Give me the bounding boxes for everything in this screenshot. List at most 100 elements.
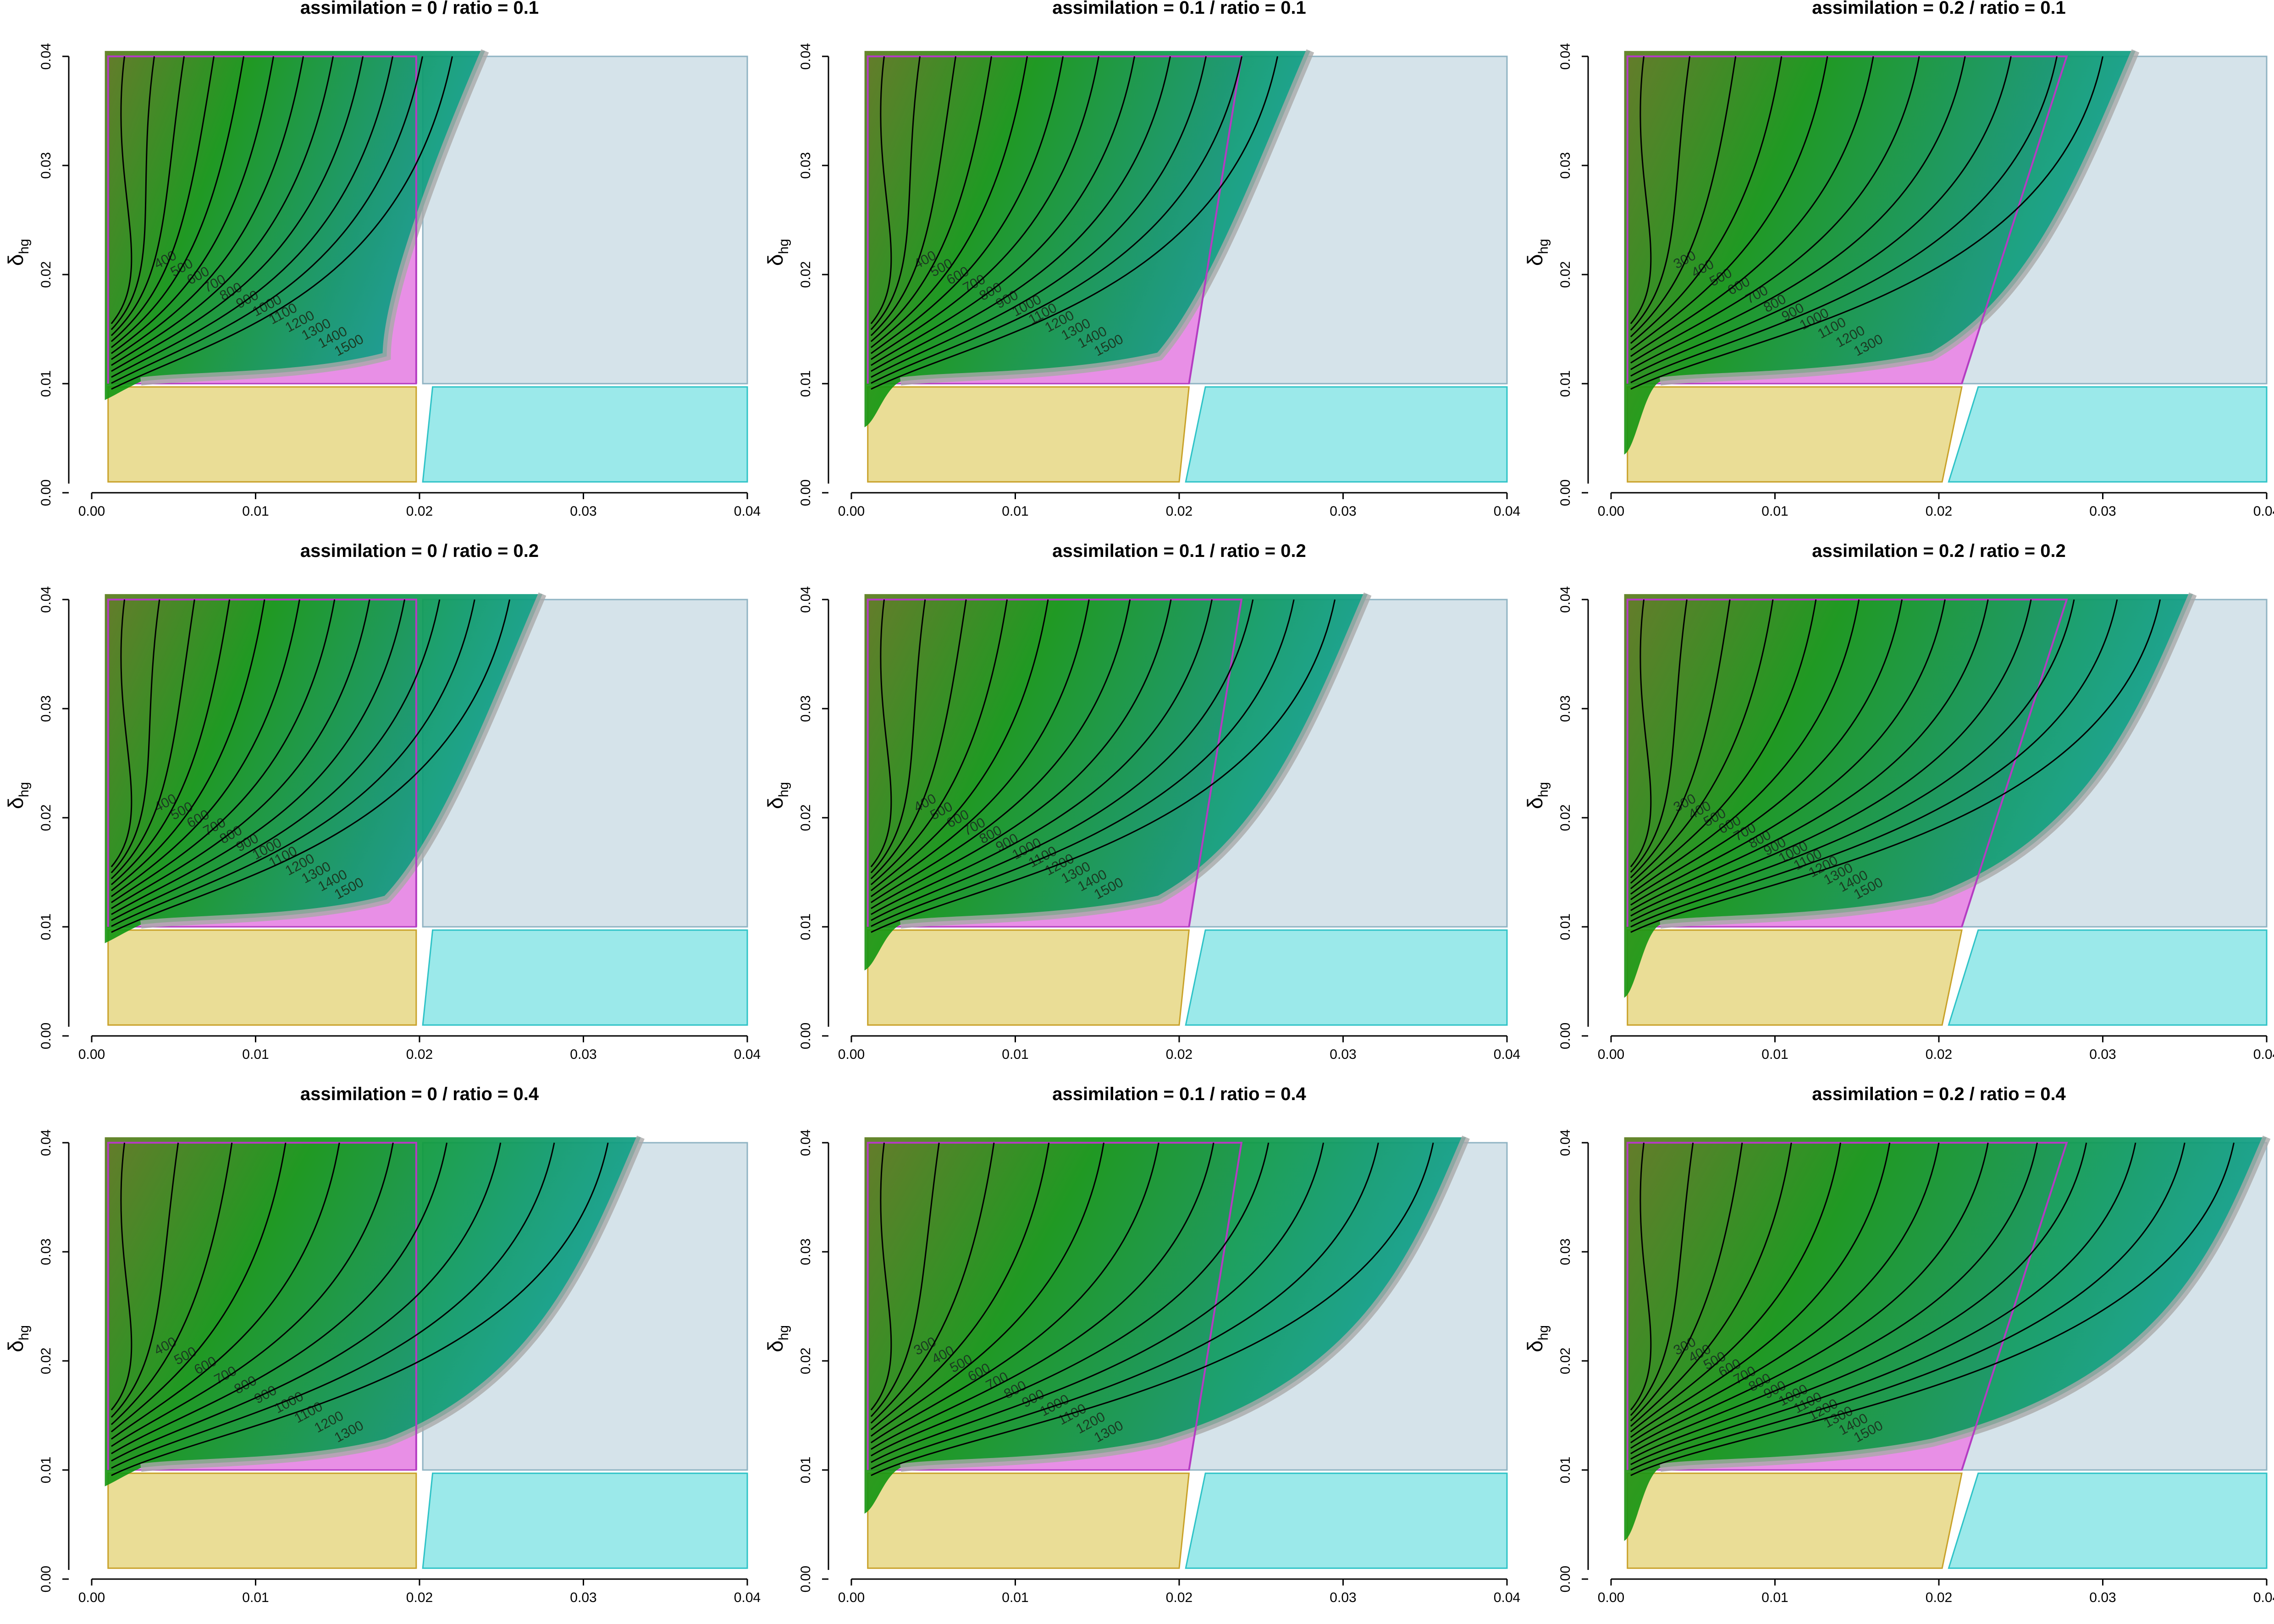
- contour-line: [110, 599, 231, 886]
- x-tick-label: 0.04: [734, 504, 761, 519]
- x-tick-label: 0.03: [570, 1590, 596, 1605]
- y-tick-label: 0.02: [39, 261, 54, 288]
- contour-line: [871, 1142, 1214, 1450]
- frontier-band: [900, 1135, 1470, 1472]
- contour-line: [1630, 56, 1920, 364]
- contour-line: [1630, 599, 1652, 868]
- contour-line: [110, 599, 132, 868]
- y-axis-label: δhg: [1523, 782, 1551, 809]
- contour-line: [870, 56, 921, 330]
- contour-line: [870, 1142, 1050, 1431]
- y-tick-label: 0.00: [798, 1566, 813, 1592]
- x-tick-label: 0.00: [1598, 504, 1624, 519]
- contour-line: [870, 599, 892, 868]
- frontier-band: [1660, 592, 2197, 929]
- y-tick-label: 0.03: [1558, 1239, 1573, 1265]
- contour-line: [111, 56, 364, 372]
- y-axis-label-sub: hg: [776, 782, 791, 797]
- contour-line: [871, 1142, 1379, 1470]
- y-tick-label: 0.03: [1558, 695, 1573, 722]
- panel-title: assimilation = 0.2 / ratio = 0.2: [1812, 541, 2066, 561]
- y-tick-label: 0.03: [39, 152, 54, 179]
- y-tick-label: 0.02: [39, 1348, 54, 1374]
- contour-line: [871, 599, 1172, 909]
- contour-line: [1630, 599, 2075, 922]
- region-gray: [422, 55, 748, 385]
- region-cyan: [1185, 1472, 1508, 1569]
- x-tick-label: 0.01: [242, 1590, 269, 1605]
- contour-line: [1630, 599, 1817, 889]
- x-tick-label: 0.00: [838, 1047, 865, 1062]
- panel-title: assimilation = 0.2 / ratio = 0.1: [1812, 0, 2066, 18]
- contour-line: [871, 599, 1213, 915]
- region-yellow: [1627, 1472, 1963, 1569]
- contour-line: [871, 599, 1131, 903]
- region-yellow: [1627, 929, 1963, 1026]
- contour-line: [1630, 599, 1731, 878]
- y-tick-label: 0.01: [798, 370, 813, 397]
- contour-line: [111, 56, 304, 360]
- contour-line: [110, 599, 160, 874]
- contour-line: [1630, 1142, 1743, 1421]
- contour-line: [871, 1142, 1325, 1463]
- contour-line: [111, 1142, 394, 1447]
- heat-region: [864, 594, 1368, 971]
- region-cyan: [422, 1472, 748, 1569]
- y-tick-label: 0.04: [798, 43, 813, 70]
- y-axis-label-sub: hg: [1536, 782, 1551, 797]
- contour-line: [870, 1142, 995, 1424]
- contour-line: [871, 599, 1090, 897]
- region-outline: [867, 55, 1243, 384]
- x-tick-label: 0.01: [1002, 1047, 1028, 1062]
- contour-line: [111, 1142, 502, 1462]
- region-cyan: [1948, 929, 2268, 1026]
- chart-panel: assimilation = 0.1 / ratio = 0.430040050…: [763, 1084, 1520, 1605]
- contour-line: [111, 1142, 448, 1454]
- panel-title: assimilation = 0 / ratio = 0.4: [300, 1084, 539, 1104]
- x-tick-label: 0.03: [1330, 504, 1356, 519]
- contour-line: [1630, 1142, 1891, 1438]
- contour-line: [871, 56, 1242, 384]
- y-tick-label: 0.00: [39, 1023, 54, 1049]
- contour-line: [870, 1142, 892, 1411]
- x-tick-label: 0.03: [570, 1047, 596, 1062]
- contour-line: [110, 599, 195, 880]
- contour-line: [1630, 1142, 1694, 1416]
- x-tick-label: 0.03: [1330, 1047, 1356, 1062]
- x-tick-label: 0.03: [570, 504, 596, 519]
- region-yellow: [867, 1472, 1190, 1569]
- contour-line: [1630, 56, 1691, 331]
- heat-region: [105, 1137, 641, 1486]
- contour-line: [1630, 56, 2058, 383]
- region-cyan: [422, 386, 748, 483]
- region-outline: [107, 1142, 417, 1470]
- chart-panel: assimilation = 0.1 / ratio = 0.240050060…: [763, 541, 1520, 1062]
- y-tick-label: 0.02: [1558, 261, 1573, 288]
- contour-line: [871, 56, 1064, 354]
- contour-line: [110, 599, 265, 892]
- y-axis-label: δhg: [4, 239, 32, 266]
- contour-line: [110, 56, 215, 342]
- x-tick-label: 0.01: [1761, 1047, 1788, 1062]
- x-tick-label: 0.00: [838, 1590, 865, 1605]
- y-axis-label: δhg: [763, 1325, 791, 1352]
- y-axis-label: δhg: [4, 1325, 32, 1352]
- x-tick-label: 0.01: [1002, 1590, 1028, 1605]
- frontier-band: [140, 1135, 645, 1472]
- region-outline: [1626, 55, 2068, 384]
- region-cyan: [422, 929, 748, 1026]
- frontier-band: [1660, 1135, 2271, 1472]
- contour-line: [871, 1142, 1434, 1476]
- region-yellow: [107, 386, 417, 483]
- contour-line: [1630, 56, 1783, 344]
- contour-line: [870, 56, 1028, 348]
- frontier-band: [1660, 49, 2140, 386]
- y-tick-label: 0.01: [1558, 1457, 1573, 1483]
- contour-line: [1630, 1142, 1652, 1411]
- y-tick-label: 0.00: [1558, 1023, 1573, 1049]
- y-tick-label: 0.04: [798, 1129, 813, 1156]
- x-tick-label: 0.01: [1761, 504, 1788, 519]
- panel-title: assimilation = 0.2 / ratio = 0.4: [1812, 1084, 2066, 1104]
- x-tick-label: 0.02: [406, 1047, 433, 1062]
- x-tick-label: 0.03: [2089, 504, 2116, 519]
